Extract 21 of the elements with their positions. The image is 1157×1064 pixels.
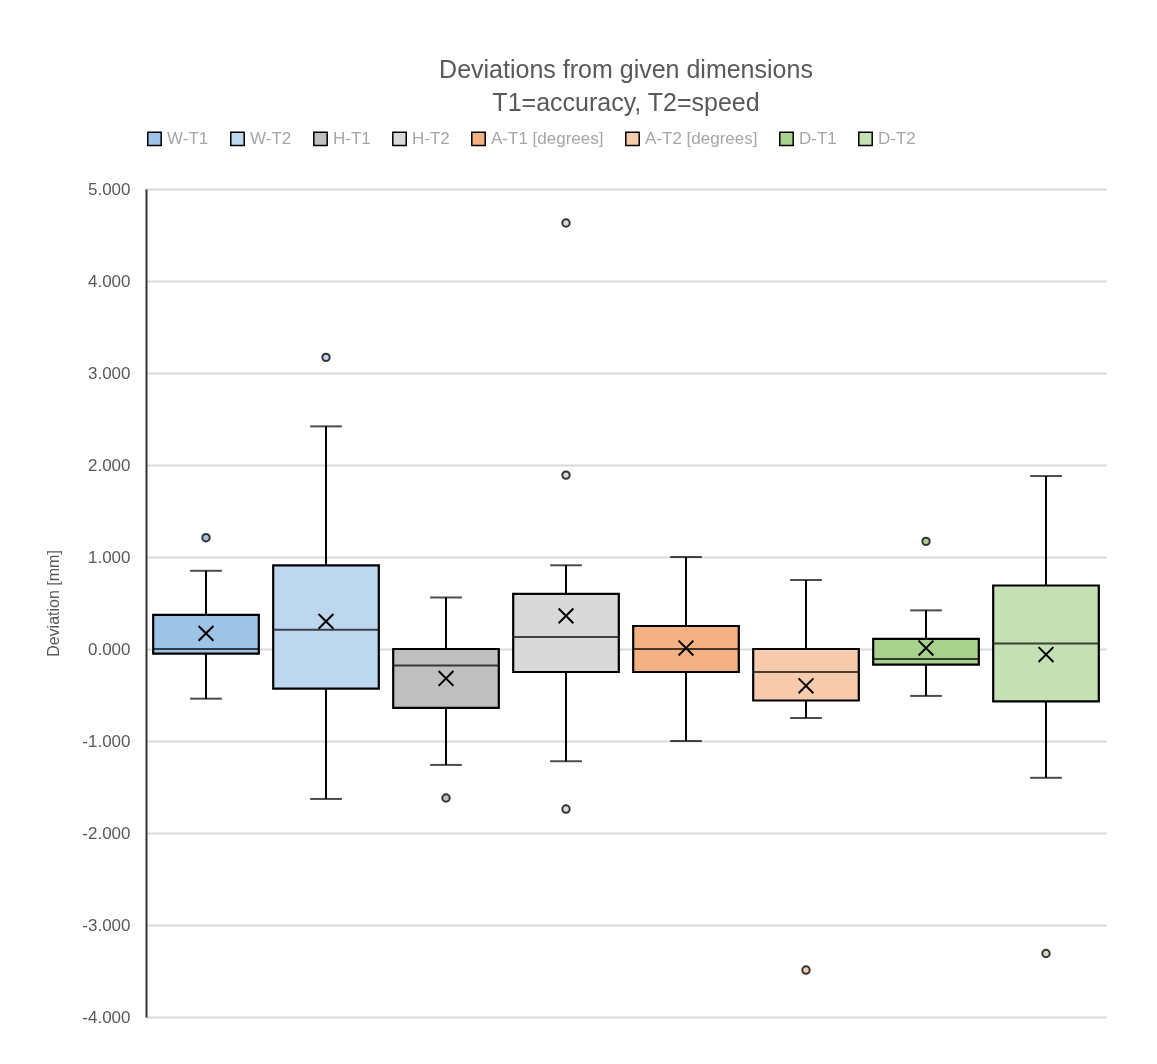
legend-label: H-T1: [333, 128, 371, 148]
y-tick-label: -2.000: [82, 823, 131, 843]
y-tick-label: 1.000: [87, 547, 131, 567]
y-tick-label: -4.000: [82, 1007, 131, 1027]
legend-label: A-T2 [degrees]: [645, 128, 758, 148]
chart-subtitle: T1=accuracy, T2=speed: [492, 88, 760, 116]
y-tick-label: 2.000: [87, 455, 131, 475]
chart-title: Deviations from given dimensions: [439, 55, 813, 83]
legend-label: W-T1: [167, 128, 209, 148]
legend-label: H-T2: [412, 128, 450, 148]
legend-label: D-T1: [799, 128, 837, 148]
legend-label: W-T2: [250, 128, 292, 148]
legend-label: A-T1 [degrees]: [491, 128, 604, 148]
y-tick-label: 0.000: [87, 639, 131, 659]
y-tick-label: 5.000: [87, 179, 131, 199]
legend-label: D-T2: [878, 128, 916, 148]
y-tick-label: 4.000: [87, 271, 131, 291]
y-tick-label: 3.000: [87, 363, 131, 383]
y-tick-label: -1.000: [82, 731, 131, 751]
y-tick-label: -3.000: [82, 915, 131, 935]
y-axis-title: Deviation [mm]: [45, 550, 63, 657]
